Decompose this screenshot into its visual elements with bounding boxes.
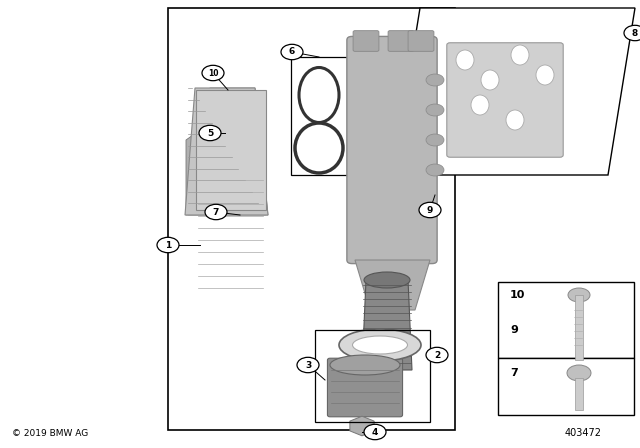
Circle shape <box>364 424 386 439</box>
FancyBboxPatch shape <box>447 43 563 157</box>
Ellipse shape <box>426 74 444 86</box>
Ellipse shape <box>506 110 524 130</box>
Text: 1: 1 <box>165 241 171 250</box>
Text: 8: 8 <box>632 29 638 38</box>
Ellipse shape <box>364 272 410 288</box>
FancyBboxPatch shape <box>353 30 379 52</box>
Circle shape <box>426 347 448 363</box>
Bar <box>315 330 430 422</box>
Circle shape <box>205 204 227 220</box>
Text: 10: 10 <box>208 69 218 78</box>
Text: 7: 7 <box>510 368 518 378</box>
Polygon shape <box>393 8 635 175</box>
Bar <box>196 90 266 210</box>
Ellipse shape <box>456 50 474 70</box>
Circle shape <box>202 65 224 81</box>
Text: 3: 3 <box>305 361 311 370</box>
Text: 403472: 403472 <box>565 428 602 438</box>
Text: 2: 2 <box>434 350 440 359</box>
Bar <box>575 295 583 360</box>
Ellipse shape <box>426 164 444 176</box>
Polygon shape <box>185 88 268 215</box>
Ellipse shape <box>536 65 554 85</box>
Bar <box>498 282 634 358</box>
Ellipse shape <box>568 288 590 302</box>
Ellipse shape <box>353 336 408 354</box>
Ellipse shape <box>426 134 444 146</box>
Ellipse shape <box>330 355 400 375</box>
Text: 9: 9 <box>510 325 518 335</box>
Text: 4: 4 <box>372 427 378 436</box>
Circle shape <box>199 125 221 141</box>
FancyBboxPatch shape <box>408 30 434 52</box>
FancyBboxPatch shape <box>388 30 414 52</box>
Bar <box>291 57 347 175</box>
FancyBboxPatch shape <box>328 358 403 417</box>
Ellipse shape <box>471 95 489 115</box>
Ellipse shape <box>567 365 591 381</box>
Text: 10: 10 <box>510 290 525 300</box>
FancyBboxPatch shape <box>347 36 437 263</box>
Ellipse shape <box>339 329 421 361</box>
Text: © 2019 BMW AG: © 2019 BMW AG <box>12 429 88 438</box>
Circle shape <box>624 25 640 41</box>
Bar <box>575 378 583 410</box>
Circle shape <box>281 44 303 60</box>
Ellipse shape <box>481 70 499 90</box>
Text: 7: 7 <box>213 207 219 216</box>
Bar <box>498 358 634 415</box>
Ellipse shape <box>511 45 529 65</box>
Text: 5: 5 <box>207 129 213 138</box>
Polygon shape <box>355 260 430 310</box>
Ellipse shape <box>426 104 444 116</box>
Polygon shape <box>362 280 412 370</box>
Circle shape <box>157 237 179 253</box>
Text: 6: 6 <box>289 47 295 56</box>
Bar <box>168 8 455 430</box>
Circle shape <box>419 202 441 218</box>
Circle shape <box>297 358 319 373</box>
Polygon shape <box>186 88 268 215</box>
Text: 9: 9 <box>427 206 433 215</box>
